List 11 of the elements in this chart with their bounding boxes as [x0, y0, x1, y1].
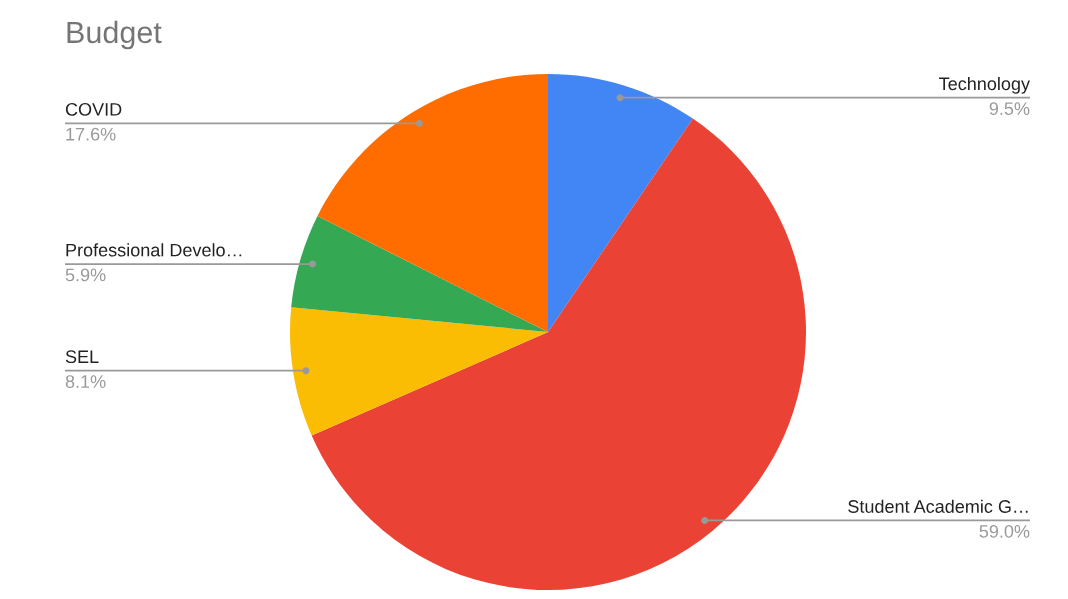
data-label: 59.0%: [979, 524, 1030, 538]
slice-label: Professional Develo…: [66, 243, 242, 257]
data-label: 9.5%: [989, 102, 1030, 115]
data-label: 5.9%: [65, 268, 106, 282]
slice-label: Student Academic G…: [848, 499, 1028, 513]
slice-label: COVID: [65, 103, 122, 116]
slice-label: SEL: [65, 350, 99, 364]
data-label: 8.1%: [65, 375, 106, 388]
slice-label: Technology: [939, 76, 1030, 94]
data-label: 17.6%: [66, 127, 116, 141]
chart-title: Budget: [67, 20, 162, 50]
